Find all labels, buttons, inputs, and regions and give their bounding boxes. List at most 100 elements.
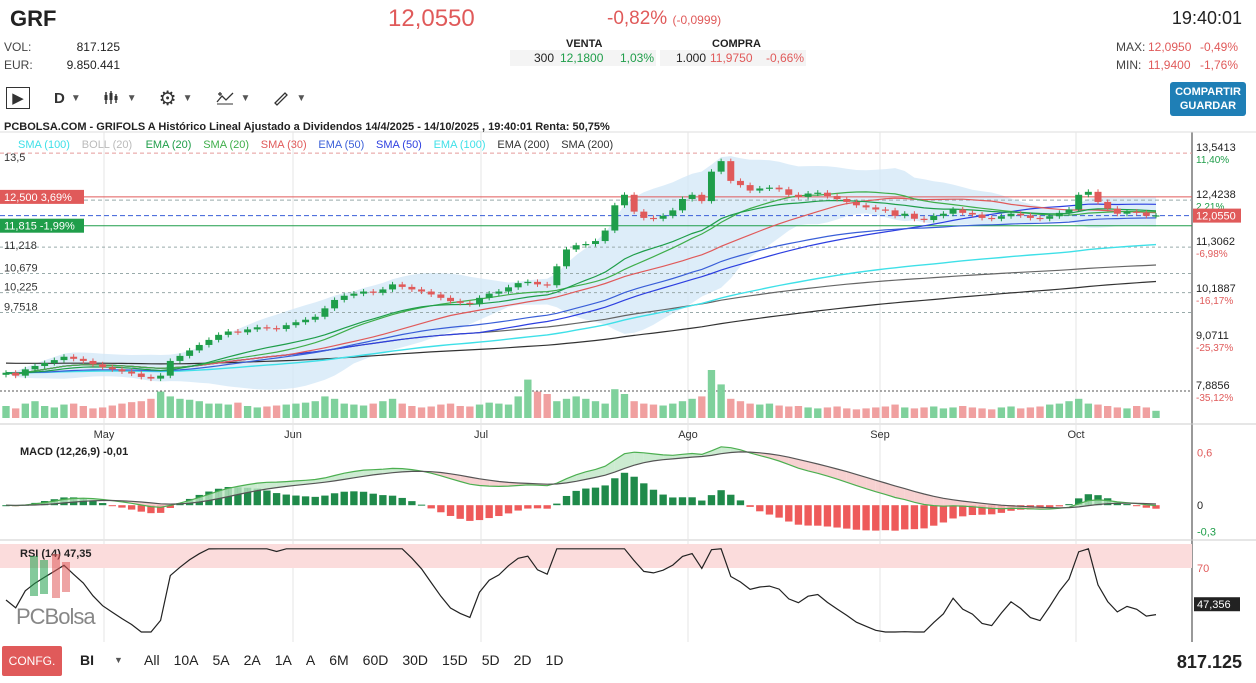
macd-histogram-bar [659, 494, 667, 506]
macd-fill [711, 446, 722, 456]
chart-type-icon[interactable] [103, 86, 121, 110]
buy-label: COMPRA [712, 38, 761, 50]
buy-pct: -0,66% [766, 51, 805, 65]
macd-histogram-bar [137, 505, 145, 512]
interval-selector[interactable]: D [54, 89, 65, 107]
period-60d[interactable]: 60D [362, 652, 389, 668]
candle-body [195, 344, 203, 351]
volume-bar [814, 408, 822, 418]
candle-body [166, 360, 174, 376]
macd-histogram-bar [794, 505, 803, 525]
macd-histogram-bar [620, 472, 629, 506]
candle-body [534, 281, 541, 285]
macd-histogram-bar [524, 505, 532, 509]
period-selector: All 10A 5A 2A 1A A 6M 60D 30D 15D 5D 2D 1D [144, 652, 563, 668]
candles-icon [104, 91, 118, 104]
period-15d[interactable]: 15D [442, 652, 468, 668]
config-button[interactable]: CONFG. [2, 646, 62, 676]
stock-chart[interactable]: May Jun Jul Ago Sep Oct MACD (12,26,9) -0,01 0… [0, 118, 1256, 646]
chevron-down-icon[interactable]: ▼ [240, 92, 251, 104]
volume-bar [185, 399, 194, 418]
candle-body [630, 194, 638, 212]
macd-histogram-bar [379, 495, 387, 506]
chevron-down-icon[interactable]: ▼ [296, 92, 307, 104]
volume-bar [398, 403, 406, 418]
draw-tool-icon[interactable] [272, 86, 290, 110]
macd-fill [566, 474, 577, 483]
macd-histogram-bar [118, 505, 126, 508]
price-level-lines [0, 152, 1192, 392]
chevron-down-icon[interactable]: ▼ [182, 92, 193, 104]
volume-bar [272, 405, 281, 418]
macd-histogram-bar [127, 505, 136, 510]
logo-wordmark: PCBolsa [16, 604, 96, 629]
macd-fill [808, 461, 818, 474]
period-30d[interactable]: 30D [402, 652, 429, 668]
macd-histogram-bar [466, 505, 474, 521]
last-price-tag [1193, 208, 1241, 223]
candle-body [688, 194, 696, 199]
chevron-down-icon[interactable]: ▼ [126, 92, 137, 104]
chevron-down-icon[interactable]: ▼ [70, 92, 81, 104]
macd-fill [827, 466, 838, 480]
period-all[interactable]: All [144, 652, 160, 668]
macd-fill [943, 498, 954, 507]
period-5d[interactable]: 5D [481, 652, 500, 668]
volume-bar [707, 370, 716, 418]
macd-fill [846, 471, 857, 486]
chart-labels: PCBOLSA.COM - GRIFOLS A Histórico Lineal… [0, 121, 1241, 404]
volume-bar [1007, 406, 1015, 418]
level-label: 10,225 [4, 282, 38, 294]
macd-histogram-bar [959, 505, 967, 517]
candle-body [495, 291, 503, 294]
volume-bar [214, 403, 223, 418]
volume-bar [118, 403, 126, 418]
macd-title: MACD (12,26,9) -0,01 [20, 446, 128, 458]
y-tick-label: 7,8856 [1196, 380, 1230, 392]
gear-icon[interactable]: ⚙ [158, 87, 177, 110]
candles [2, 158, 1160, 382]
ema-50-line [5, 217, 1157, 374]
macd-histogram-bar [765, 505, 774, 515]
macd-histogram-bar [495, 505, 503, 517]
macd-histogram-bar [504, 505, 513, 514]
share-save-button[interactable]: COMPARTIR GUARDAR [1170, 82, 1246, 116]
legend-item: EMA (200) [497, 139, 549, 151]
volume-bar [959, 406, 967, 418]
candle-body [659, 215, 667, 219]
volume-bar [98, 407, 107, 418]
mode-selector[interactable]: BI [80, 652, 94, 668]
volume-bar [891, 404, 899, 418]
logo-bar [62, 562, 70, 592]
period-6m[interactable]: 6M [329, 652, 349, 668]
period-a[interactable]: A [305, 652, 316, 668]
volume-bar [678, 401, 687, 418]
macd-histogram-bar [514, 505, 522, 511]
period-5a[interactable]: 5A [212, 652, 230, 668]
macd-histogram-bar [253, 488, 261, 506]
period-1a[interactable]: 1A [274, 652, 292, 668]
volume-bar [823, 407, 832, 418]
level-tag [0, 218, 84, 233]
change-abs: (-0,0999) [672, 13, 722, 27]
volume-bar [572, 396, 580, 418]
period-2d[interactable]: 2D [513, 652, 532, 668]
period-1d[interactable]: 1D [545, 652, 564, 668]
rsi-value-tag [1194, 597, 1240, 612]
volume-bars [2, 370, 1160, 418]
candle-body [41, 363, 49, 366]
volume-bar [997, 407, 1006, 418]
volume-bar [292, 403, 300, 418]
period-2a[interactable]: 2A [243, 652, 261, 668]
macd-histogram-bar [756, 505, 764, 512]
candle-body [389, 284, 397, 290]
macd-histogram-bar [263, 490, 271, 506]
indicators-icon[interactable] [215, 86, 235, 110]
macd-histogram-bar [1084, 494, 1093, 506]
period-10a[interactable]: 10A [173, 652, 199, 668]
macd-histogram-bar [785, 505, 793, 522]
macd-histogram-bar [688, 497, 696, 506]
chevron-down-icon[interactable]: ▼ [114, 655, 123, 665]
level-label: 9,7518 [4, 301, 38, 313]
sidebar-toggle-icon[interactable]: ▶ [6, 87, 30, 109]
